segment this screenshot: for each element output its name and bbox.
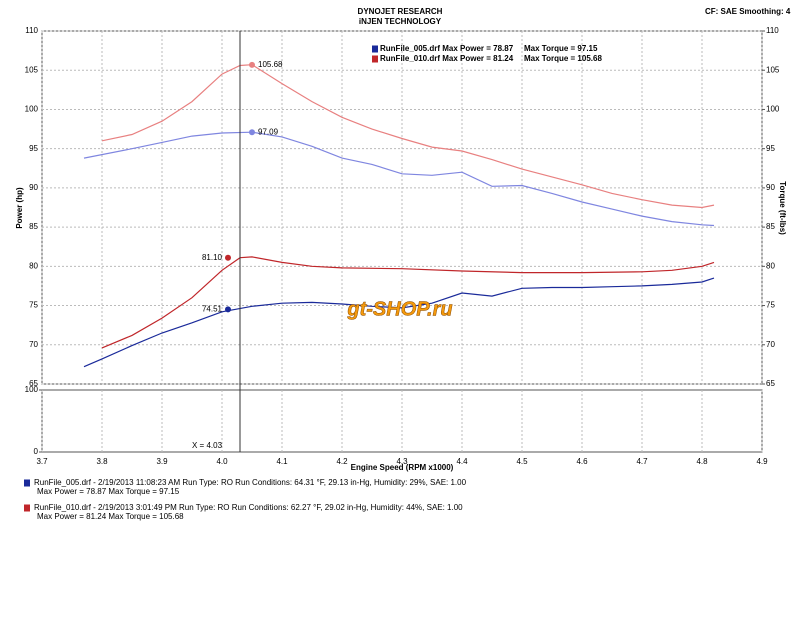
y-tick-label: 80 bbox=[29, 261, 38, 270]
lower-tick-label: 100 bbox=[25, 385, 39, 394]
legend-torque: Max Torque = 97.15 bbox=[524, 44, 598, 53]
legend-torque: Max Torque = 105.68 bbox=[524, 54, 602, 63]
y2-axis-label: Torque (ft-lbs) bbox=[778, 181, 787, 235]
y-tick-label: 65 bbox=[29, 379, 38, 388]
y-tick-label: 85 bbox=[29, 222, 38, 231]
marker bbox=[249, 61, 255, 68]
y-tick-label: 90 bbox=[29, 183, 38, 192]
y2-tick-label: 95 bbox=[766, 144, 775, 153]
x-tick-label: 4.3 bbox=[396, 457, 408, 466]
run-max: Max Power = 78.87 Max Torque = 97.15 bbox=[37, 487, 180, 496]
marker bbox=[225, 254, 231, 261]
legend-text: RunFile_005.drf Max Power = 78.87 bbox=[380, 44, 514, 53]
legend-text: RunFile_010.drf Max Power = 81.24 bbox=[380, 54, 514, 63]
marker bbox=[225, 306, 231, 313]
x-tick-label: 4.9 bbox=[756, 457, 768, 466]
y-tick-label: 95 bbox=[29, 144, 38, 153]
run-swatch bbox=[24, 504, 30, 512]
series-line bbox=[101, 64, 715, 209]
x-tick-label: 4.4 bbox=[456, 457, 468, 466]
x-tick-label: 4.1 bbox=[276, 457, 288, 466]
x-tick-label: 4.5 bbox=[516, 457, 528, 466]
x-tick-label: 4.2 bbox=[336, 457, 348, 466]
corner-note: CF: SAE Smoothing: 4 bbox=[705, 7, 791, 16]
y-tick-label: 105 bbox=[25, 65, 39, 74]
y2-tick-label: 70 bbox=[766, 340, 775, 349]
x-tick-label: 3.9 bbox=[156, 457, 168, 466]
y2-tick-label: 75 bbox=[766, 301, 775, 310]
watermark: gt-SHOP.ru bbox=[346, 298, 452, 320]
x-tick-label: 4.8 bbox=[696, 457, 708, 466]
legend-swatch bbox=[372, 45, 378, 53]
legend-swatch bbox=[372, 55, 378, 63]
y-tick-label: 110 bbox=[25, 26, 38, 35]
marker bbox=[249, 129, 255, 136]
x-tick-label: 4.6 bbox=[576, 457, 588, 466]
y2-tick-label: 80 bbox=[766, 261, 775, 270]
marker-label: 74.51 bbox=[202, 305, 223, 314]
y2-tick-label: 100 bbox=[766, 105, 780, 114]
chart-title: DYNOJET RESEARCH bbox=[358, 7, 443, 16]
y-tick-label: 70 bbox=[29, 340, 38, 349]
y-axis-label: Power (hp) bbox=[15, 187, 24, 229]
chart-subtitle: iNJEN TECHNOLOGY bbox=[359, 17, 442, 26]
run-max: Max Power = 81.24 Max Torque = 105.68 bbox=[37, 512, 184, 521]
x-axis-label: Engine Speed (RPM x1000) bbox=[351, 463, 454, 472]
marker-label: 97.09 bbox=[258, 127, 279, 136]
x-tick-label: 3.7 bbox=[36, 457, 48, 466]
y-tick-label: 75 bbox=[29, 301, 38, 310]
run-swatch bbox=[24, 479, 30, 487]
run-info: RunFile_010.drf - 2/19/2013 3:01:49 PM R… bbox=[34, 503, 463, 512]
marker-label: 81.10 bbox=[202, 253, 223, 262]
y2-tick-label: 65 bbox=[766, 379, 775, 388]
cursor-label: X = 4.03 bbox=[192, 441, 223, 450]
lower-tick-label: 0 bbox=[34, 447, 39, 456]
y2-tick-label: 110 bbox=[766, 26, 779, 35]
series-line bbox=[83, 277, 715, 368]
y2-tick-label: 105 bbox=[766, 65, 780, 74]
y2-tick-label: 85 bbox=[766, 222, 775, 231]
x-tick-label: 4.0 bbox=[216, 457, 228, 466]
marker-label: 105.68 bbox=[258, 60, 283, 69]
y2-tick-label: 90 bbox=[766, 183, 775, 192]
run-info: RunFile_005.drf - 2/19/2013 11:08:23 AM … bbox=[34, 478, 467, 487]
y-tick-label: 100 bbox=[25, 105, 39, 114]
x-tick-label: 4.7 bbox=[636, 457, 648, 466]
series-line bbox=[101, 256, 715, 349]
series-line bbox=[83, 131, 715, 227]
x-tick-label: 3.8 bbox=[96, 457, 108, 466]
